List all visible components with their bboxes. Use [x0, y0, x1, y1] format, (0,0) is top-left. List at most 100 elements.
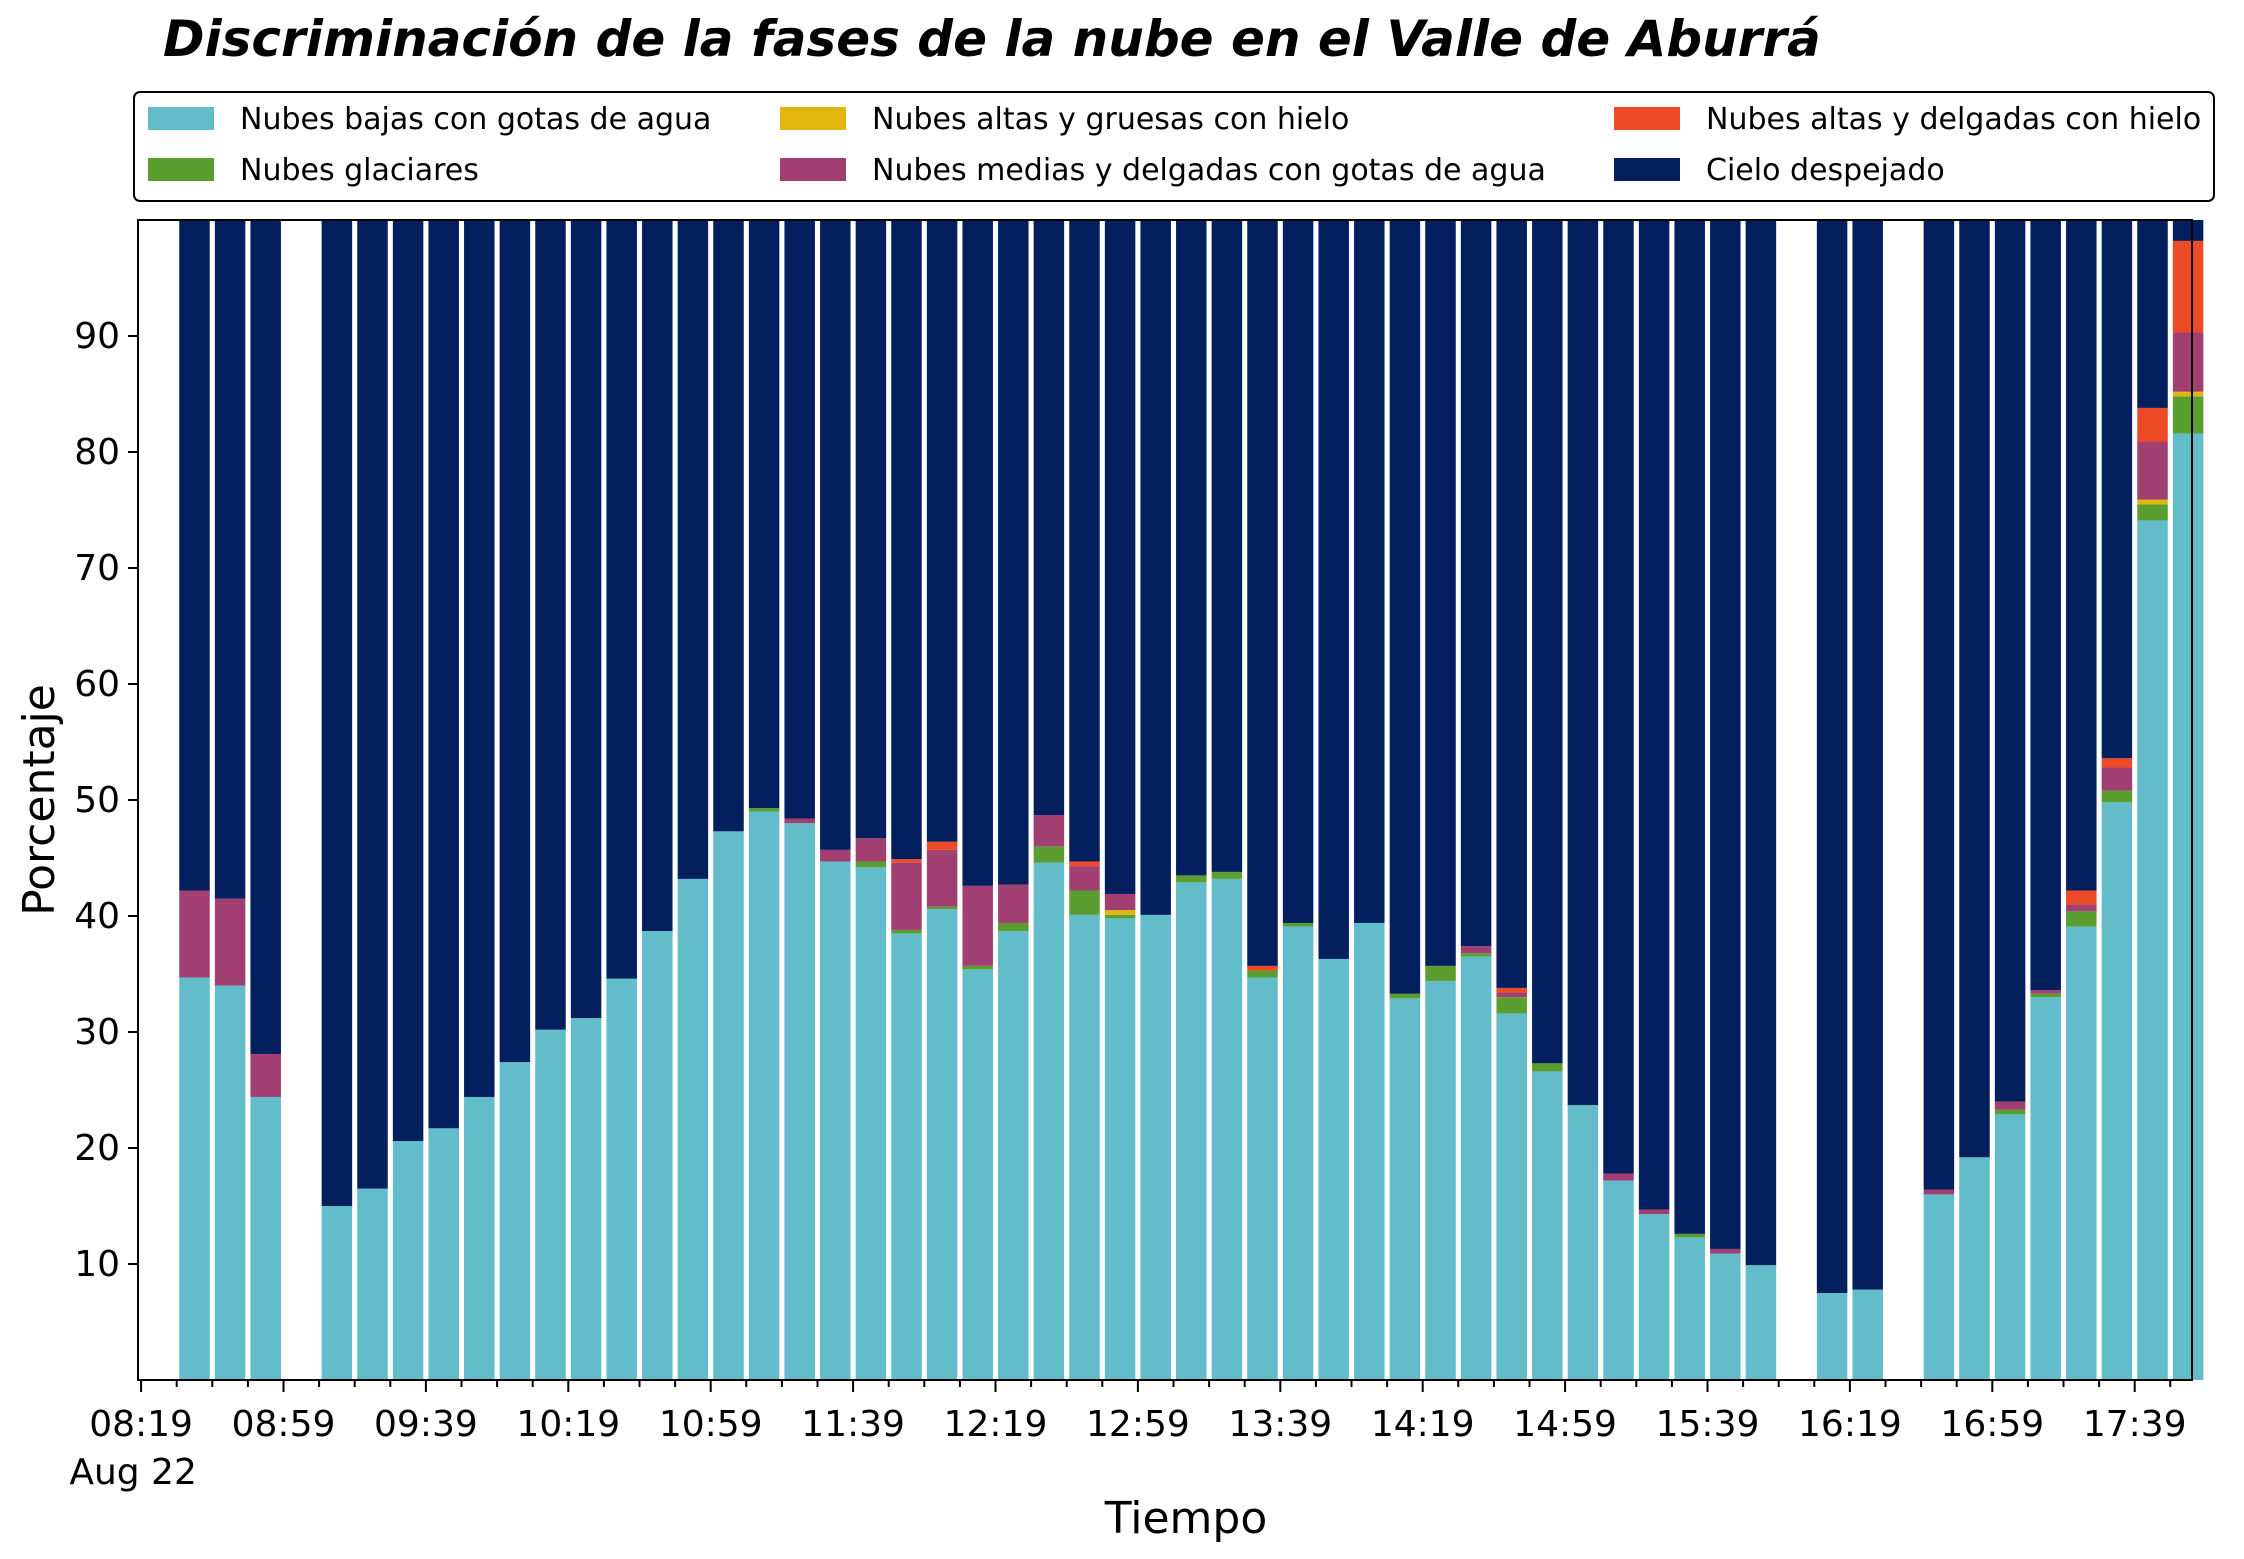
bar-segment — [357, 1188, 388, 1380]
bar-segment — [820, 861, 851, 1380]
bar-segment — [2030, 990, 2061, 994]
bar-segment — [1532, 1063, 1563, 1072]
bar-segment — [1745, 1265, 1777, 1380]
bar-segment — [855, 861, 887, 868]
bar-segment — [891, 929, 922, 934]
bar-segment — [1603, 220, 1634, 1174]
bar-segment — [1674, 1233, 1705, 1238]
legend-label: Nubes bajas con gotas de agua — [240, 102, 711, 137]
bar-segment — [1176, 220, 1207, 876]
bar-segment — [926, 849, 958, 907]
bar-segment — [784, 220, 815, 819]
bar-segment — [1211, 871, 1243, 879]
bar-segment — [1532, 220, 1563, 1064]
bar-segment — [1710, 220, 1741, 1249]
bar-segment — [1104, 918, 1136, 1380]
bar-segment — [891, 220, 922, 860]
bar-segment — [1710, 1248, 1741, 1254]
x-tick-label: 08:19 — [89, 1404, 193, 1445]
bar-segment — [1140, 914, 1171, 1380]
legend-swatch — [780, 158, 846, 181]
bar-segment — [642, 220, 673, 932]
x-tick-label: 17:39 — [2083, 1404, 2187, 1445]
bar-segment — [1247, 970, 1278, 978]
bar-segment — [570, 1018, 602, 1380]
y-tick-label: 80 — [74, 432, 120, 473]
bar-segment — [2066, 926, 2097, 1380]
bar-segment — [2137, 220, 2168, 408]
bar-segment — [748, 811, 780, 1380]
bar-segment — [1959, 1157, 1990, 1380]
bar-segment — [748, 808, 780, 812]
legend-label: Nubes glaciares — [240, 153, 479, 188]
bar-segment — [464, 1096, 495, 1380]
bar-segment — [2030, 997, 2061, 1380]
bar-segment — [1496, 992, 1527, 998]
bar-segment — [1069, 220, 1100, 862]
bar-segment — [677, 220, 709, 879]
bar-segment — [357, 220, 388, 1189]
y-tick-label: 90 — [74, 316, 120, 357]
bar-segment — [1033, 846, 1065, 863]
y-tick-label: 70 — [74, 548, 120, 589]
bar-segment — [1069, 866, 1100, 891]
y-tick-label: 40 — [74, 896, 120, 937]
x-tick-label: 08:59 — [232, 1404, 336, 1445]
bar-segment — [179, 220, 210, 891]
bar-segment — [1104, 893, 1136, 911]
bar-segment — [713, 220, 744, 832]
bar-segment — [1496, 220, 1527, 988]
bar-segment — [1674, 1237, 1705, 1380]
bar-segment — [179, 977, 210, 1380]
x-tick-sublabel: Aug 22 — [69, 1452, 197, 1493]
bar-segment — [2172, 240, 2204, 333]
bar-segment — [1069, 890, 1100, 915]
bar-segment — [820, 849, 851, 862]
legend-swatch — [1614, 107, 1680, 130]
legend-label: Nubes altas y delgadas con hielo — [1706, 102, 2201, 137]
bar-segment — [1104, 220, 1136, 894]
bar-segment — [428, 220, 459, 1129]
legend-frame — [133, 91, 2215, 202]
bar-segment — [2137, 499, 2168, 505]
x-tick-label: 14:19 — [1371, 1404, 1475, 1445]
bars — [179, 220, 2204, 1380]
bar-segment — [1176, 882, 1207, 1380]
legend-label: Nubes altas y gruesas con hielo — [872, 102, 1349, 137]
bar-segment — [2137, 504, 2168, 521]
bar-segment — [499, 1062, 531, 1380]
bar-segment — [1994, 1114, 2026, 1380]
bar-segment — [214, 898, 246, 986]
bar-segment — [2030, 993, 2061, 998]
bar-segment — [1816, 1293, 1848, 1380]
bar-segment — [1247, 965, 1278, 971]
x-axis: 08:19 08:59 09:39 10:19 10:59 11:39 12:19 12:59… — [69, 1380, 2187, 1493]
y-axis-label: Porcentaje — [14, 684, 65, 916]
bar-segment — [1496, 987, 1527, 993]
bar-segment — [1532, 1071, 1563, 1380]
bar-segment — [1674, 220, 1705, 1234]
bar-segment — [1354, 922, 1385, 1380]
bar-segment — [1460, 956, 1492, 1380]
bar-segment — [321, 1206, 353, 1380]
bar-segment — [891, 859, 922, 863]
bar-segment — [214, 985, 246, 1380]
bar-segment — [1710, 1253, 1741, 1380]
bar-segment — [464, 220, 495, 1097]
bar-segment — [1852, 220, 1883, 1290]
y-tick-label: 20 — [74, 1128, 120, 1169]
bar-segment — [1354, 220, 1385, 923]
bar-segment — [962, 965, 993, 970]
bar-segment — [1282, 926, 1314, 1380]
x-tick-label: 10:59 — [659, 1404, 763, 1445]
bar-segment — [1211, 220, 1243, 872]
bar-segment — [428, 1128, 459, 1380]
bar-segment — [1923, 220, 1955, 1190]
bar-segment — [1638, 1214, 1670, 1380]
bar-segment — [1033, 862, 1065, 1380]
bar-segment — [2137, 441, 2168, 500]
bar-segment — [1211, 878, 1243, 1380]
x-tick-label: 15:39 — [1656, 1404, 1760, 1445]
y-tick-label: 50 — [74, 780, 120, 821]
bar-segment — [1567, 220, 1599, 1106]
